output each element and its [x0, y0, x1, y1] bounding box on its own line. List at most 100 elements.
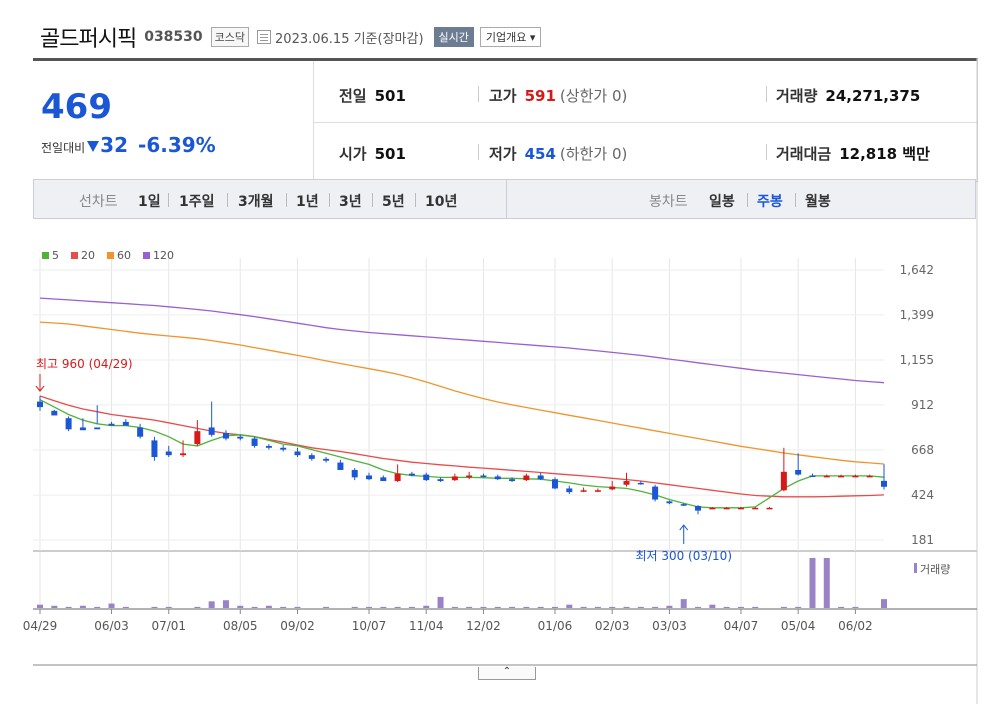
candle-body: [823, 475, 830, 478]
volume-bar: [637, 606, 644, 608]
company-overview-button[interactable]: 기업개요 ▾: [479, 27, 542, 47]
candle-body: [208, 427, 215, 435]
candle-body: [580, 490, 587, 492]
plot-area: [33, 240, 977, 551]
low-value: 454: [524, 145, 556, 163]
volume: 거래량 24,271,375: [776, 85, 920, 106]
x-tick-label: 11/04: [409, 619, 444, 633]
x-tick-label: 04/07: [724, 619, 759, 633]
candle-body: [537, 475, 544, 480]
volume-bar: [51, 605, 58, 608]
volume-label: 거래량: [776, 87, 818, 105]
divider: [478, 144, 479, 160]
candle-monthly[interactable]: 월봉: [805, 194, 831, 210]
volume-bar: [366, 606, 373, 608]
divider: [795, 193, 796, 207]
legend-label: 120: [153, 249, 174, 262]
period-1d[interactable]: 1일: [138, 194, 161, 210]
volume-bar: [551, 606, 558, 608]
candle-body: [709, 507, 716, 510]
diff-percent: -6.39%: [138, 133, 216, 157]
low-label: 저가: [489, 145, 517, 163]
candle-body: [380, 477, 387, 482]
high-arrow-head: [35, 385, 45, 392]
volume-bar: [351, 606, 358, 608]
period-1y[interactable]: 1년: [296, 194, 319, 210]
candle-weekly[interactable]: 주봉: [757, 194, 783, 210]
period-10y[interactable]: 10년: [425, 194, 458, 210]
divider: [766, 86, 767, 102]
divider: [372, 193, 373, 207]
x-tick-label: 07/01: [151, 619, 186, 633]
x-tick-label: 03/03: [652, 619, 687, 633]
volume-bar: [294, 606, 301, 608]
volume-bar: [265, 605, 272, 608]
volume-bar: [222, 600, 229, 608]
volume-bar: [165, 606, 172, 608]
volume-bar: [451, 606, 458, 608]
volume-bar: [466, 606, 473, 608]
volume-bar: [423, 605, 430, 608]
quote-date: 2023.06.15 기준(장마감): [275, 31, 424, 47]
candle-body: [222, 432, 229, 439]
candle-body: [737, 507, 744, 510]
candle-body: [666, 501, 673, 504]
x-tick-label: 04/29: [23, 619, 58, 633]
period-1w[interactable]: 1주일: [179, 194, 215, 210]
candle-body: [151, 440, 158, 458]
volume-bar: [151, 606, 158, 608]
volume-bar: [737, 606, 744, 608]
volume-bar: [838, 606, 845, 608]
volume-bar: [509, 606, 516, 608]
x-tick-label: 06/02: [838, 619, 873, 633]
divider: [168, 193, 169, 207]
period-3m[interactable]: 3개월: [238, 194, 274, 210]
low-price: 저가 454 (하한가 0): [489, 143, 627, 164]
period-3y[interactable]: 3년: [339, 194, 362, 210]
volume-bar: [609, 606, 616, 608]
ma5-line: [39, 399, 885, 509]
stock-code: 038530: [144, 29, 203, 45]
candle-body: [881, 480, 887, 487]
candle-body: [480, 475, 487, 478]
candle-body: [723, 507, 730, 510]
realtime-button[interactable]: 실시간: [433, 27, 474, 47]
line-chart-label: 선차트: [79, 194, 118, 210]
candle-body: [308, 455, 315, 459]
legend-label: 20: [81, 249, 95, 262]
x-tick-label: 01/06: [538, 619, 573, 633]
diff-label: 전일대비: [41, 141, 86, 155]
volume-bar: [752, 606, 759, 608]
volume-bar: [709, 604, 716, 608]
high-price: 고가 591 (상한가 0): [489, 85, 627, 106]
candle-body: [509, 479, 516, 482]
x-tick-label: 05/04: [781, 619, 816, 633]
candle-body: [466, 475, 473, 478]
volume-bar: [566, 604, 573, 608]
volume-bar: [394, 606, 401, 608]
collapse-chart-button[interactable]: ⌃: [478, 667, 536, 680]
row-divider: [314, 122, 977, 123]
open-label: 시가: [339, 145, 367, 163]
high-annotation: 최고 960 (04/29): [36, 357, 133, 371]
candle-body: [809, 475, 816, 478]
candle-body: [65, 418, 72, 430]
period-5y[interactable]: 5년: [382, 194, 405, 210]
volume-bar: [408, 606, 415, 608]
volume-bar: [79, 605, 86, 608]
volume-bar: [380, 606, 387, 608]
y-tick-label: 424: [911, 488, 934, 502]
ma20-line: [39, 395, 885, 498]
candle-daily[interactable]: 일봉: [709, 194, 735, 210]
candle-body: [94, 427, 101, 430]
company-overview-label: 기업개요: [485, 31, 527, 44]
candle-body: [265, 445, 272, 448]
volume-bar: [37, 604, 43, 608]
lower-limit: (하한가 0): [559, 145, 628, 163]
x-tick-label: 12/02: [466, 619, 501, 633]
candle-body: [637, 482, 644, 485]
prev-label: 전일: [339, 87, 367, 105]
volume-bar: [65, 606, 72, 608]
volume-bar: [881, 599, 887, 608]
legend-swatch: [71, 252, 78, 259]
